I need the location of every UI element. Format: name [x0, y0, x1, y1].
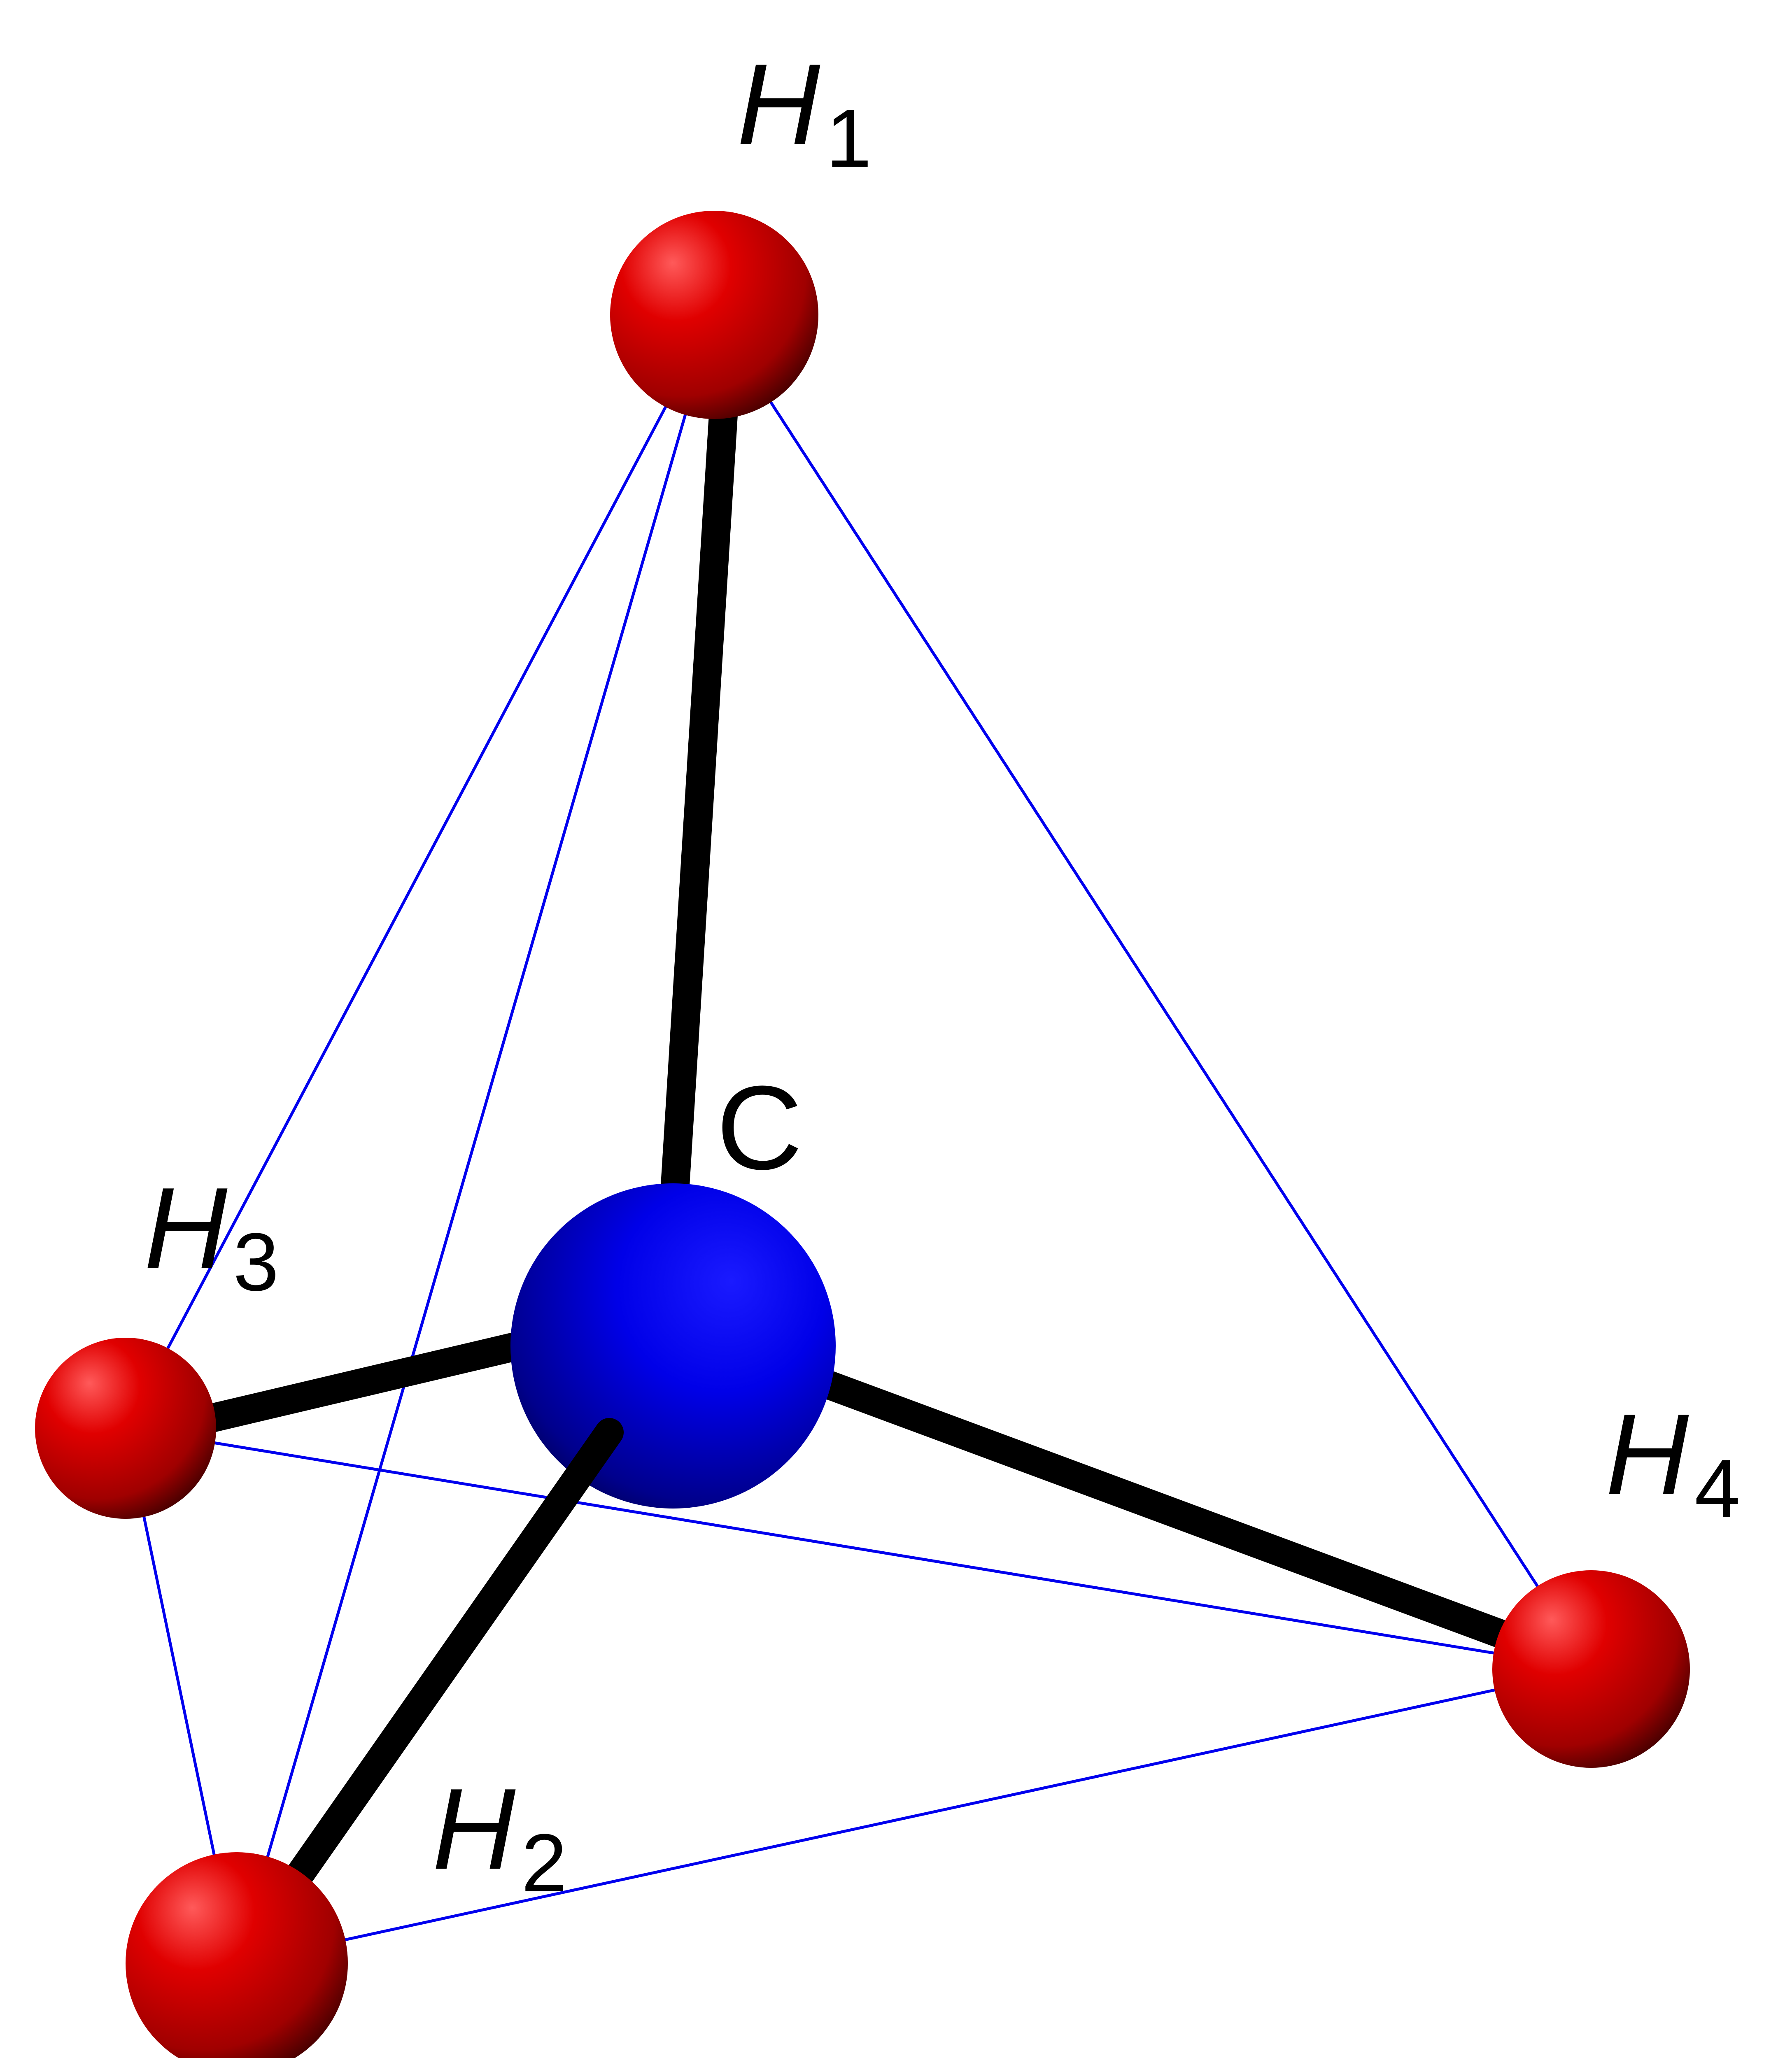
label-c: C [716, 1061, 802, 1194]
hydrogen-atom-h1 [610, 211, 818, 419]
label-h2: H2 [432, 1765, 567, 1909]
label-h3: H3 [144, 1164, 279, 1308]
label-h4: H4 [1606, 1390, 1740, 1534]
hydrogen-atom-h2 [126, 1852, 348, 2058]
tetrahedron-edges [124, 313, 1593, 1965]
bond-c-h1 [661, 381, 739, 1200]
edge-h2-h4 [235, 1667, 1593, 1965]
edge-h1-h3 [124, 313, 716, 1430]
bond-c-h2 [278, 1418, 624, 1900]
carbon-atom [510, 1183, 836, 1509]
bonds-back [154, 381, 1538, 1657]
bond-c-h4 [776, 1356, 1538, 1657]
label-h1: H1 [737, 40, 872, 184]
bond-c-h3 [154, 1327, 550, 1443]
edge-h1-h4 [713, 313, 1593, 1671]
edge-h3-h4 [124, 1427, 1593, 1671]
hydrogen-atom-h3 [35, 1338, 216, 1519]
hydrogen-atom-h4 [1492, 1570, 1690, 1768]
edge-h1-h2 [235, 313, 716, 1965]
